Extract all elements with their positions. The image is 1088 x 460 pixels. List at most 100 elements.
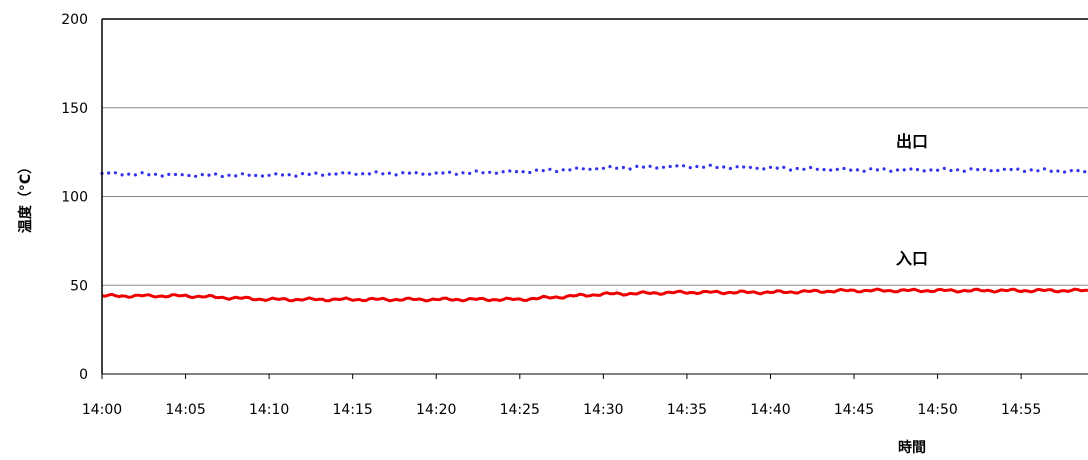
point-outlet: [407, 171, 412, 175]
point-outlet: [1009, 167, 1013, 172]
point-outlet: [601, 166, 606, 170]
point-outlet: [234, 174, 238, 178]
y-tick-100: 100: [61, 190, 88, 206]
point-outlet: [555, 169, 559, 174]
point-outlet: [588, 167, 592, 171]
point-outlet: [956, 168, 960, 172]
point-outlet: [127, 172, 131, 176]
point-outlet: [321, 173, 325, 177]
point-outlet: [1063, 170, 1067, 174]
point-outlet: [194, 174, 198, 178]
point-outlet: [581, 167, 585, 171]
point-outlet: [735, 165, 739, 169]
point-outlet: [1056, 169, 1060, 173]
x-tick-14:40: 14:40: [750, 402, 790, 418]
point-outlet: [528, 170, 532, 175]
x-tick-14:45: 14:45: [834, 402, 874, 418]
point-outlet: [675, 164, 679, 168]
x-tick-14:05: 14:05: [165, 402, 205, 418]
point-outlet: [782, 165, 786, 169]
point-outlet: [949, 168, 953, 173]
point-outlet: [113, 171, 117, 175]
point-outlet: [855, 168, 860, 172]
point-outlet: [748, 165, 753, 169]
point-outlet: [635, 164, 639, 168]
point-outlet: [1042, 167, 1047, 171]
point-outlet: [1016, 167, 1020, 171]
point-outlet: [334, 172, 338, 176]
point-outlet: [1036, 169, 1040, 173]
point-outlet: [240, 172, 244, 176]
point-outlet: [227, 173, 231, 177]
point-outlet: [835, 167, 839, 171]
point-outlet: [982, 167, 987, 171]
point-outlet: [534, 168, 539, 172]
point-outlet: [387, 171, 391, 175]
point-outlet: [173, 172, 178, 177]
series-outlet: [100, 163, 1087, 179]
point-outlet: [1029, 168, 1033, 172]
line-inlet: [101, 287, 1088, 303]
point-outlet: [120, 173, 124, 177]
point-outlet: [448, 170, 452, 174]
point-outlet: [889, 169, 893, 173]
point-outlet: [107, 171, 111, 175]
point-outlet: [133, 173, 137, 177]
point-outlet: [454, 172, 458, 176]
point-outlet: [621, 165, 626, 170]
point-outlet: [608, 165, 612, 169]
point-outlet: [494, 171, 498, 175]
point-outlet: [936, 168, 940, 172]
series-layer: [100, 163, 1088, 303]
gridlines: [102, 18, 1088, 375]
x-tick-14:30: 14:30: [583, 402, 623, 418]
point-outlet: [742, 165, 746, 169]
y-tick-0: 0: [79, 367, 88, 383]
point-outlet: [481, 171, 485, 175]
point-outlet: [722, 165, 726, 169]
point-outlet: [641, 165, 646, 169]
point-outlet: [354, 172, 358, 176]
point-outlet: [702, 165, 706, 169]
point-outlet: [989, 169, 993, 173]
point-outlet: [882, 167, 886, 171]
point-outlet: [929, 168, 933, 172]
point-outlet: [829, 168, 833, 172]
point-outlet: [648, 164, 652, 168]
point-outlet: [428, 172, 432, 176]
point-outlet: [267, 173, 271, 177]
annotation-inlet: 入口: [896, 249, 928, 268]
x-tick-14:00: 14:00: [82, 402, 122, 418]
point-outlet: [381, 172, 385, 176]
point-outlet: [200, 173, 204, 177]
point-outlet: [575, 166, 579, 170]
y-tick-labels: 0 50 100 150 200: [61, 12, 88, 383]
point-outlet: [220, 174, 224, 179]
point-outlet: [561, 168, 565, 172]
point-outlet: [822, 168, 826, 172]
point-outlet: [922, 169, 926, 173]
point-outlet: [969, 167, 973, 171]
point-outlet: [327, 172, 331, 176]
point-outlet: [902, 168, 906, 172]
point-outlet: [414, 171, 418, 175]
point-outlet: [347, 171, 351, 175]
point-outlet: [688, 166, 692, 170]
point-outlet: [615, 166, 619, 170]
point-outlet: [1076, 169, 1080, 173]
point-outlet: [501, 170, 505, 174]
point-outlet: [300, 172, 305, 176]
y-axis-label: 温度（°C）: [17, 160, 34, 233]
point-outlet: [768, 165, 773, 169]
point-outlet: [568, 168, 572, 172]
point-outlet: [180, 173, 184, 177]
point-outlet: [962, 169, 966, 173]
point-outlet: [140, 171, 144, 175]
point-outlet: [468, 171, 472, 175]
point-outlet: [421, 172, 425, 176]
point-outlet: [788, 168, 793, 172]
point-outlet: [682, 164, 686, 168]
point-outlet: [695, 164, 699, 169]
annotation-outlet: 出口: [896, 132, 928, 151]
point-outlet: [461, 171, 465, 175]
